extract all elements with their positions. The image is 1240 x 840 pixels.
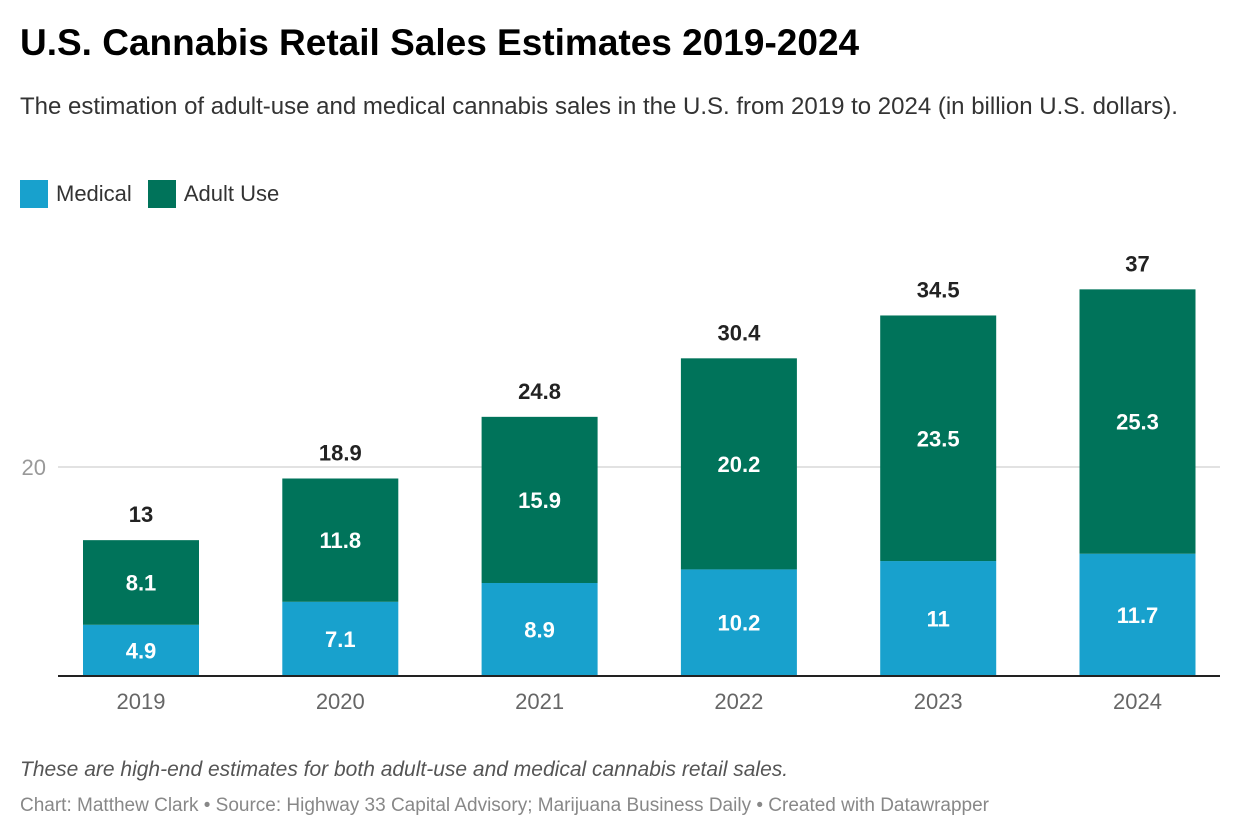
legend-item-adult-use: Adult Use — [147, 180, 280, 208]
legend-label-medical: Medical — [56, 181, 132, 206]
bar-segment-adult-use — [880, 315, 997, 562]
total-label: 34.5 — [917, 277, 960, 302]
bar-value-label: 23.5 — [917, 426, 960, 451]
bar-segment-medical — [1079, 553, 1196, 676]
bar-value-label: 7.1 — [325, 627, 356, 652]
x-tick-label: 2023 — [914, 689, 963, 714]
total-label: 24.8 — [518, 379, 561, 404]
stacked-bar-chart: 20 4.9 8.1 13 2019 7.1 11.8 18.9 2020 8.9 15.9 24.8… — [22, 251, 1220, 714]
x-tick-label: 2019 — [117, 689, 166, 714]
bar-segment-adult-use — [481, 416, 598, 583]
legend-item-medical: Medical — [20, 180, 132, 208]
total-label: 30.4 — [717, 320, 761, 345]
bar-segment-adult-use — [83, 540, 199, 625]
bar-value-label: 11 — [927, 607, 950, 632]
bar-value-label: 4.9 — [126, 638, 157, 663]
bar-segment-medical — [282, 601, 399, 676]
bar-segment-adult-use — [680, 358, 797, 570]
legend: Medical Adult Use — [20, 180, 279, 208]
bar-value-label: 11.8 — [319, 528, 361, 553]
legend-swatch-adult-use — [147, 180, 176, 208]
chart-title: U.S. Cannabis Retail Sales Estimates 201… — [20, 22, 860, 63]
bar-segment-medical — [481, 582, 598, 676]
legend-label-adult-use: Adult Use — [183, 181, 280, 206]
total-label: 13 — [129, 502, 153, 527]
bar-segment-medical — [83, 624, 199, 676]
bar-segment-adult-use — [282, 478, 399, 602]
chart-subtitle: The estimation of adult-use and medical … — [20, 93, 1178, 120]
total-label: 37 — [1125, 251, 1149, 276]
x-tick-label: 2020 — [316, 689, 365, 714]
x-tick-label: 2022 — [714, 689, 763, 714]
bar-value-label: 10.2 — [717, 611, 760, 636]
bar-segment-adult-use — [1079, 289, 1196, 554]
y-tick-label: 20 — [22, 455, 46, 480]
legend-swatch-medical — [20, 180, 48, 208]
bar-value-label: 11.7 — [1117, 603, 1159, 628]
x-tick-label: 2021 — [515, 689, 564, 714]
bar-segment-medical — [680, 569, 797, 676]
bar-value-label: 8.1 — [126, 570, 157, 595]
x-tick-label: 2024 — [1113, 689, 1162, 714]
chart-note: These are high-end estimates for both ad… — [20, 758, 789, 781]
chart-credit: Chart: Matthew Clark • Source: Highway 3… — [20, 795, 989, 816]
bar-value-label: 15.9 — [518, 488, 561, 513]
bar-value-label: 20.2 — [717, 452, 760, 477]
bar-value-label: 25.3 — [1116, 410, 1159, 435]
bar-value-label: 8.9 — [524, 617, 555, 642]
total-label: 18.9 — [319, 440, 362, 465]
bar-segment-medical — [880, 561, 997, 676]
